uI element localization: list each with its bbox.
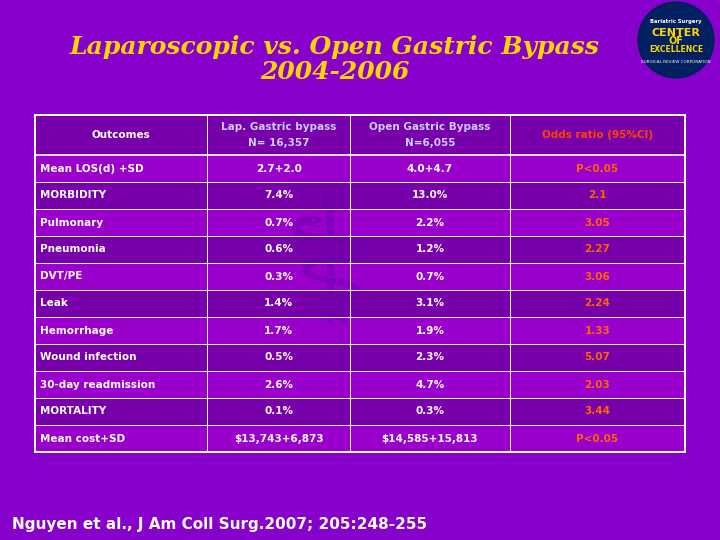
Text: 0.3%: 0.3% [264,272,293,281]
Text: Lap. Gastric bypass: Lap. Gastric bypass [221,122,336,132]
Text: 0.1%: 0.1% [264,407,293,416]
Text: 2.6%: 2.6% [264,380,293,389]
Text: 2.7+2.0: 2.7+2.0 [256,164,302,173]
Bar [35,371,685,398]
Bar [35,398,685,425]
Bar [35,290,685,317]
Text: Bariatric Surgery: Bariatric Surgery [650,19,702,24]
Text: 7.4%: 7.4% [264,191,293,200]
Circle shape [638,2,714,78]
Text: Wound infection: Wound infection [40,353,137,362]
Text: MORTALITY: MORTALITY [40,407,107,416]
Text: 4.0+4.7: 4.0+4.7 [407,164,453,173]
Bar [35,263,685,290]
Text: N= 16,357: N= 16,357 [248,138,310,148]
Text: Leak: Leak [40,299,68,308]
Text: 30-day readmission: 30-day readmission [40,380,156,389]
Bar [35,344,685,371]
Text: 1.7%: 1.7% [264,326,293,335]
Text: 1.4%: 1.4% [264,299,293,308]
Text: 5.07: 5.07 [585,353,610,362]
Text: Mean cost+SD: Mean cost+SD [40,434,125,443]
Text: Open Gastric Bypass: Open Gastric Bypass [369,122,490,132]
Text: Laparoscopic vs. Open Gastric Bypass: Laparoscopic vs. Open Gastric Bypass [70,35,600,59]
Text: 0.3%: 0.3% [415,407,444,416]
Text: ⚕: ⚕ [282,187,379,363]
Bar [35,317,685,344]
Text: 0.7%: 0.7% [264,218,293,227]
Text: 3.1%: 3.1% [415,299,444,308]
Text: 2.24: 2.24 [585,299,610,308]
Text: P<0.05: P<0.05 [576,434,618,443]
Text: DVT/PE: DVT/PE [40,272,82,281]
Text: Nguyen et al., J Am Coll Surg.2007; 205:248-255: Nguyen et al., J Am Coll Surg.2007; 205:… [12,517,427,532]
Text: 2.03: 2.03 [585,380,610,389]
Text: Odds ratio (95%CI): Odds ratio (95%CI) [541,130,653,140]
Text: 2.2%: 2.2% [415,218,444,227]
Bar [35,182,685,209]
Text: 3.44: 3.44 [584,407,611,416]
Text: 2.1: 2.1 [588,191,606,200]
Text: SURGICAL REVIEW CORPORATION: SURGICAL REVIEW CORPORATION [642,60,711,64]
Text: P<0.05: P<0.05 [576,164,618,173]
Bar [35,425,685,452]
Text: CENTER: CENTER [652,28,701,38]
Bar [35,209,685,236]
Text: 1.2%: 1.2% [415,245,444,254]
Text: 1.33: 1.33 [585,326,610,335]
Text: 13.0%: 13.0% [412,191,448,200]
Text: MORBIDITY: MORBIDITY [40,191,106,200]
Bar [35,236,685,263]
Text: 3.06: 3.06 [585,272,610,281]
Text: Mean LOS(d) +SD: Mean LOS(d) +SD [40,164,143,173]
Text: $13,743+6,873: $13,743+6,873 [234,434,323,443]
Text: 2.3%: 2.3% [415,353,444,362]
Text: 4.7%: 4.7% [415,380,444,389]
Text: $14,585+15,813: $14,585+15,813 [382,434,478,443]
Text: 0.7%: 0.7% [415,272,444,281]
Text: EXCELLENCE: EXCELLENCE [649,45,703,55]
Text: 3.05: 3.05 [585,218,610,227]
Text: 0.6%: 0.6% [264,245,293,254]
Text: Outcomes: Outcomes [91,130,150,140]
Text: Pneumonia: Pneumonia [40,245,106,254]
Bar [35,155,685,182]
Text: Pulmonary: Pulmonary [40,218,103,227]
Text: 0.5%: 0.5% [264,353,293,362]
Text: Hemorrhage: Hemorrhage [40,326,113,335]
Text: 2.27: 2.27 [585,245,610,254]
Text: 2004-2006: 2004-2006 [261,60,410,84]
Text: N=6,055: N=6,055 [405,138,455,148]
Bar [35,115,685,155]
Text: 1.9%: 1.9% [415,326,444,335]
Text: OF: OF [669,36,683,46]
